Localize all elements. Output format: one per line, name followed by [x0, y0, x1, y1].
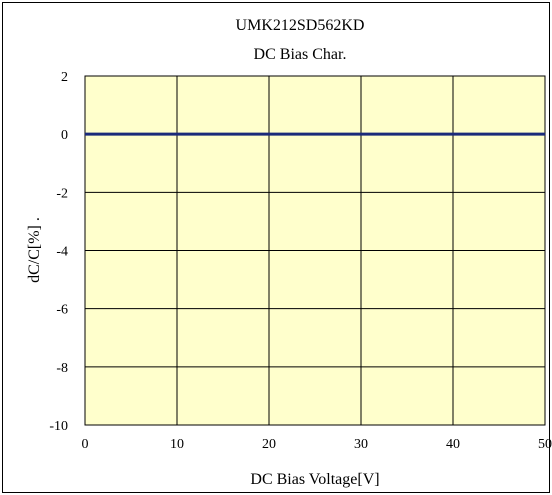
y-tick-label: -2	[56, 186, 68, 201]
chart-subtitle: DC Bias Char.	[254, 46, 347, 63]
x-tick-labels: 0 10 20 30 40 50	[82, 437, 552, 452]
chart-title: UMK212SD562KD	[236, 17, 365, 34]
x-tick-label: 50	[538, 437, 552, 452]
x-tick-label: 40	[446, 437, 460, 452]
x-tick-label: 20	[262, 437, 276, 452]
y-tick-label: -6	[56, 303, 68, 318]
x-tick-label: 30	[354, 437, 368, 452]
y-tick-label: 2	[61, 70, 68, 85]
y-tick-labels: 2 0 -2 -4 -6 -8 -10	[49, 70, 68, 434]
x-tick-label: 10	[170, 437, 184, 452]
x-axis-label: DC Bias Voltage[V]	[250, 471, 379, 488]
y-tick-label: -8	[56, 361, 68, 376]
y-tick-label: 0	[61, 128, 68, 143]
y-axis-label: dC/C[%] .	[26, 217, 43, 283]
x-tick-label: 0	[82, 437, 89, 452]
y-tick-label: -4	[56, 245, 68, 260]
y-tick-label: -10	[49, 419, 68, 434]
